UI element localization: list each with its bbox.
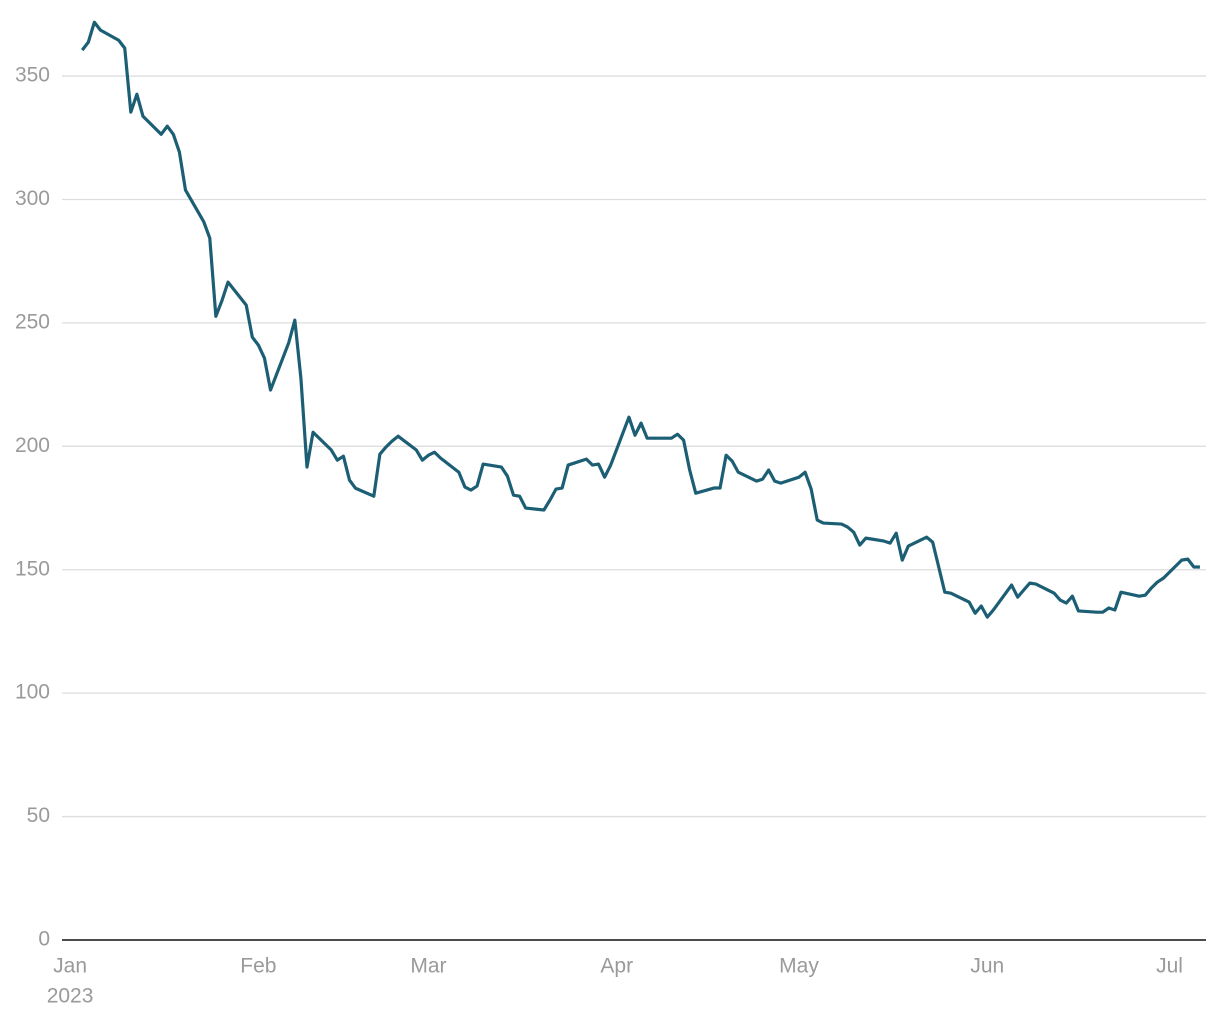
- x-tick-label: Jul: [1156, 955, 1183, 978]
- x-tick-label: Jan: [53, 955, 87, 978]
- y-tick-label: 200: [15, 434, 50, 457]
- x-tick-label: Mar: [410, 955, 446, 978]
- y-tick-label: 50: [27, 804, 50, 827]
- y-tick-label: 100: [15, 681, 50, 704]
- x-tick-label: Feb: [240, 955, 276, 978]
- y-tick-label: 250: [15, 310, 50, 333]
- y-tick-label: 150: [15, 557, 50, 580]
- x-tick-label: Jun: [970, 955, 1004, 978]
- y-tick-label: 350: [15, 64, 50, 87]
- x-tick-label: Apr: [600, 955, 633, 978]
- y-tick-label: 300: [15, 187, 50, 210]
- data-line: [80, 20, 1200, 619]
- y-tick-label: 0: [38, 928, 50, 951]
- x-tick-label: May: [779, 955, 819, 978]
- x-tick-sublabel: 2023: [47, 985, 94, 1008]
